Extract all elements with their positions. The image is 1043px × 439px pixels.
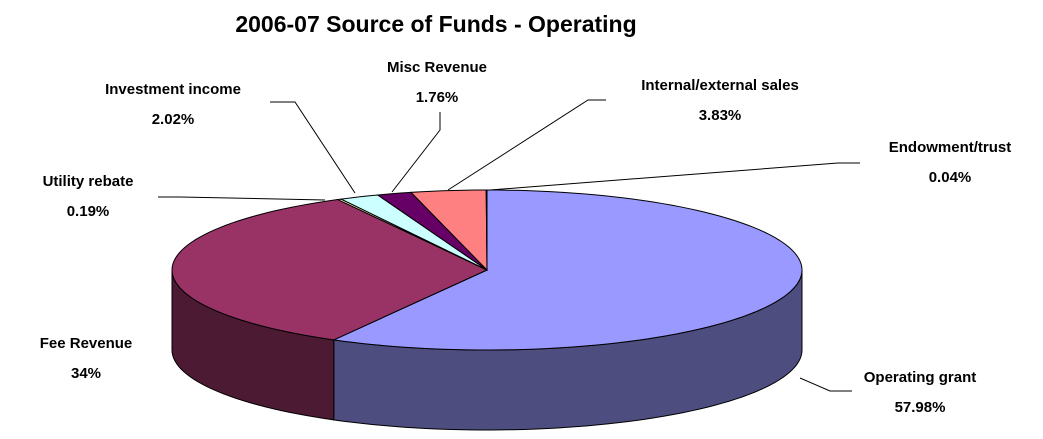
slice-value-label: 34% <box>71 365 101 382</box>
slice-value-label: 0.04% <box>929 169 972 186</box>
pie-slice <box>332 189 803 351</box>
pie-slice <box>171 199 489 341</box>
slice-value-label: 57.98% <box>895 399 946 416</box>
pie-slice <box>409 189 488 272</box>
leader-line <box>799 377 852 392</box>
slice-label: Operating grant <box>864 369 977 386</box>
leader-line <box>270 101 356 194</box>
slice-label: Misc Revenue <box>387 59 487 76</box>
slice-value-label: 3.83% <box>699 107 742 124</box>
slice-label: Investment income <box>105 81 241 98</box>
slice-label: Internal/external sales <box>641 77 799 94</box>
slice-label: Utility rebate <box>43 173 134 190</box>
slice-value-label: 1.76% <box>416 89 459 106</box>
leader-line <box>391 112 441 193</box>
leader-line <box>447 99 606 191</box>
slice-label: Endowment/trust <box>889 139 1012 156</box>
chart-title: 2006-07 Source of Funds - Operating <box>235 11 636 37</box>
slice-value-label: 0.19% <box>67 203 110 220</box>
leader-line <box>158 196 326 201</box>
slice-label: Fee Revenue <box>40 335 133 352</box>
slice-value-label: 2.02% <box>152 111 195 128</box>
leader-line <box>489 162 860 191</box>
pie-slice <box>485 189 488 271</box>
